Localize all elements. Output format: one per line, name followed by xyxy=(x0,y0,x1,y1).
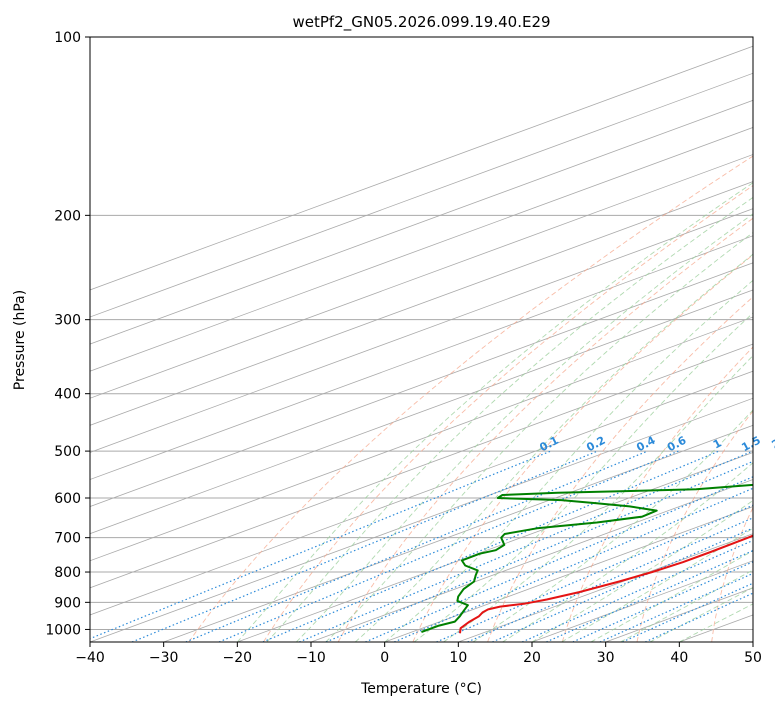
isotherm-line xyxy=(310,479,753,642)
y-axis-label: Pressure (hPa) xyxy=(12,290,28,390)
x-axis-ticks: −40 −30 −20 −10 0 10 20 30 40 50 xyxy=(75,642,762,666)
mixing-ratio-line xyxy=(521,539,753,642)
isotherm-line xyxy=(90,289,753,535)
temperature-line xyxy=(459,534,753,634)
x-tick-label: 20 xyxy=(523,650,541,666)
line-labels: 0.10.20.40.611.52346810131620253036 xyxy=(537,434,775,455)
isotherm-line xyxy=(90,45,753,291)
moist-adiabat-line xyxy=(325,231,753,642)
mixing-ratio-line xyxy=(218,450,679,642)
moist-adiabat-line xyxy=(443,354,753,642)
moist-adiabat-line xyxy=(295,213,753,642)
mixing-ratio-lines xyxy=(90,450,753,642)
mixing-ratio-line xyxy=(131,450,598,642)
dewpoint-line xyxy=(421,483,753,633)
mixing-ratio-label: 2 xyxy=(770,436,775,451)
profile-lines xyxy=(421,483,753,634)
isotherm-line xyxy=(384,506,753,642)
chart-title: wetPf2_GN05.2026.099.19.40.E29 xyxy=(292,13,550,32)
isotherm-line xyxy=(90,72,753,318)
isotherm-line xyxy=(90,235,753,480)
mixing-ratio-label: 1 xyxy=(711,436,724,451)
dry-adiabat-line xyxy=(263,185,753,642)
mixing-ratio-line xyxy=(185,450,648,642)
mixing-ratio-line xyxy=(644,592,753,642)
mixing-ratio-line xyxy=(298,450,753,642)
y-tick-label: 700 xyxy=(54,531,81,547)
dry-adiabat-line xyxy=(188,155,753,642)
y-tick-label: 100 xyxy=(54,30,81,46)
mixing-ratio-line xyxy=(436,504,753,642)
mixing-ratio-line xyxy=(325,460,753,642)
isotherm-line xyxy=(90,154,753,399)
moist-adiabat-line xyxy=(561,527,753,642)
x-tick-label: 40 xyxy=(670,650,688,666)
x-tick-label: 0 xyxy=(380,650,389,666)
y-axis-ticks: 100 200 300 400 500 600 700 800 900 1000 xyxy=(45,30,90,638)
x-tick-label: 10 xyxy=(449,650,467,666)
x-tick-label: 50 xyxy=(744,650,762,666)
y-tick-label: 800 xyxy=(54,565,81,581)
mixing-ratio-line xyxy=(599,572,753,642)
mixing-ratio-line xyxy=(467,517,753,642)
isotherm-line xyxy=(90,343,753,589)
x-tick-label: 30 xyxy=(597,650,615,666)
moist-adiabat-line xyxy=(531,499,753,642)
mixing-ratio-line xyxy=(572,561,753,642)
isotherm-line xyxy=(90,370,753,616)
mixing-ratio-line xyxy=(546,549,753,642)
mixing-ratio-line xyxy=(365,476,753,642)
moist-adiabat-line xyxy=(354,253,753,642)
isotherm-line xyxy=(458,533,753,642)
isotherm-line xyxy=(163,424,753,642)
grid-lines xyxy=(90,37,753,642)
y-tick-label: 900 xyxy=(54,595,81,611)
moist-adiabat-line xyxy=(266,196,753,642)
moist-adiabat-line xyxy=(472,409,753,642)
mixing-ratio-line xyxy=(262,450,720,642)
moist-adiabat-line xyxy=(649,586,753,642)
x-tick-label: −20 xyxy=(223,650,253,666)
y-tick-label: 500 xyxy=(54,444,81,460)
isotherm-line xyxy=(752,641,753,642)
dry-adiabat-line xyxy=(711,506,753,642)
y-tick-label: 1000 xyxy=(45,622,81,638)
dry-adiabat-line xyxy=(636,410,753,642)
moist-adiabat-line xyxy=(413,312,753,642)
isotherm-line xyxy=(531,560,753,642)
mixing-ratio-line xyxy=(622,582,753,642)
plot-frame xyxy=(89,36,754,643)
isotherm-line xyxy=(90,126,753,372)
adiabat-lines xyxy=(188,155,753,642)
y-tick-label: 200 xyxy=(54,208,81,224)
y-tick-label: 300 xyxy=(54,313,81,329)
isotherm-line xyxy=(90,99,753,345)
x-tick-label: −10 xyxy=(296,650,326,666)
moist-adiabat-line xyxy=(384,279,753,642)
isotherm-line xyxy=(90,316,753,562)
dry-adiabat-line xyxy=(487,296,753,642)
mixing-ratio-label: 1.5 xyxy=(739,434,762,455)
y-tick-label: 400 xyxy=(54,387,81,403)
moist-adiabat-line xyxy=(236,182,753,642)
isotherm-line xyxy=(90,181,753,426)
isotherm-line xyxy=(90,208,753,453)
x-tick-label: −30 xyxy=(149,650,179,666)
y-tick-label: 600 xyxy=(54,491,81,507)
isotherm-line xyxy=(90,397,753,642)
isotherm-line xyxy=(237,451,753,642)
dry-adiabat-line xyxy=(561,346,753,642)
dry-adiabat-line xyxy=(412,254,753,642)
isotherm-line xyxy=(90,262,753,508)
moist-adiabat-line xyxy=(620,569,753,642)
x-axis-label: Temperature (°C) xyxy=(360,681,482,697)
x-tick-label: −40 xyxy=(75,650,105,666)
